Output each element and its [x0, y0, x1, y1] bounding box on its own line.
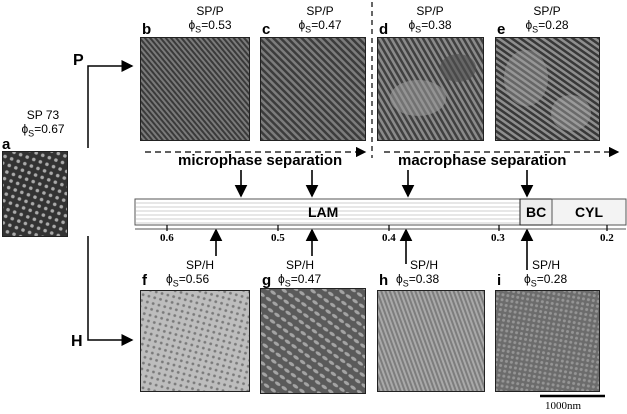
panel-letter-d: d: [379, 21, 389, 38]
tick-label: 0.5: [271, 232, 285, 244]
panel-letter-g: g: [262, 272, 272, 289]
phase-bc-label: BC: [526, 204, 547, 220]
scale-bar-label: 1000nm: [545, 400, 582, 412]
panel-letter-a: a: [2, 136, 11, 153]
phase-lam-label: LAM: [308, 204, 339, 220]
tick-label: 0.6: [160, 232, 174, 244]
caption-h: SP/H ϕS=0.38: [396, 258, 440, 289]
micrograph-h: [377, 290, 485, 392]
tick-label: 0.4: [382, 232, 396, 244]
caption-c: SP/P ϕS=0.47: [298, 4, 342, 35]
caption-e: SP/P ϕS=0.28: [525, 4, 569, 35]
caption-f: SP/H ϕS=0.56: [166, 258, 215, 289]
micrograph-e: [495, 37, 600, 141]
tick-label: 0.2: [600, 232, 614, 244]
caption-g: SP/H ϕS=0.47: [278, 258, 322, 289]
branch-label-h: H: [71, 333, 83, 350]
branch-label-p: P: [73, 52, 84, 69]
panel-letter-i: i: [497, 272, 502, 289]
tick-label: 0.3: [491, 232, 505, 244]
micrograph-f: [140, 290, 250, 392]
micrograph-a: [2, 151, 68, 237]
caption-i: SP/H ϕS=0.28: [524, 258, 568, 289]
phase-cyl-label: CYL: [575, 204, 603, 220]
panel-letter-e: e: [497, 21, 506, 38]
caption-d: SP/P ϕS=0.38: [408, 4, 452, 35]
micrograph-c: [260, 37, 366, 141]
panel-letter-h: h: [379, 272, 389, 289]
micrograph-d: [377, 37, 484, 141]
micrograph-b: [140, 37, 250, 141]
macrophase-label: macrophase separation: [398, 152, 567, 169]
panel-letter-f: f: [142, 272, 147, 289]
micrograph-i: [495, 290, 600, 392]
panel-letter-b: b: [142, 21, 152, 38]
caption-b: SP/P ϕS=0.53: [188, 4, 232, 35]
panel-letter-c: c: [262, 21, 271, 38]
caption-a: SP 73 ϕS=0.67: [21, 108, 65, 139]
micrograph-g: [260, 288, 366, 394]
microphase-label: microphase separation: [178, 152, 343, 169]
